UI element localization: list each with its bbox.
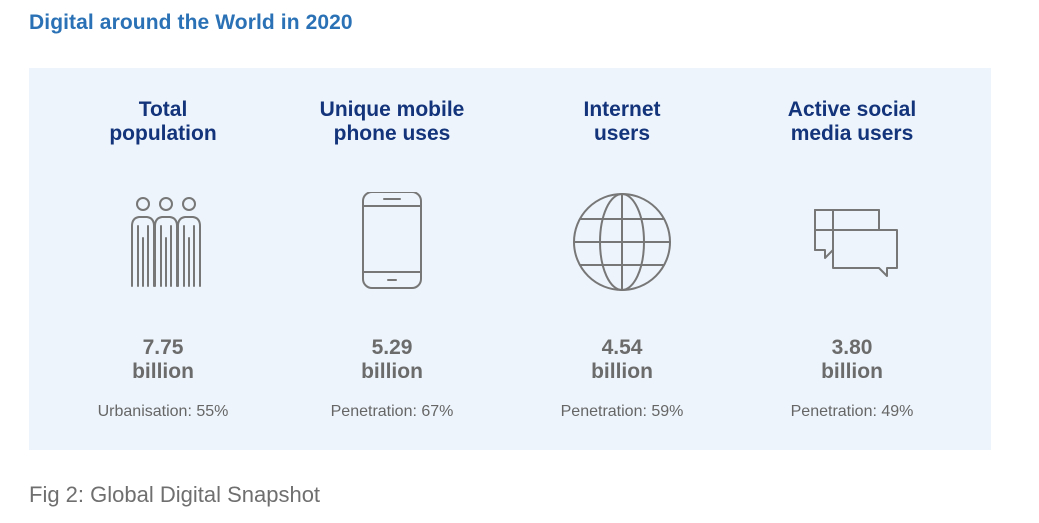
stat-unit: billion xyxy=(821,360,883,383)
stat-note: Penetration: 49% xyxy=(790,403,914,420)
stat-note: Penetration: 67% xyxy=(330,403,454,420)
stat-note: Penetration: 59% xyxy=(560,403,684,420)
stat-value: 5.29 xyxy=(371,336,413,359)
stat-value: 4.54 xyxy=(601,336,643,359)
chat-bubbles-icon xyxy=(797,192,907,292)
stat-total-population: Total population 7.75 billion xyxy=(48,68,278,450)
stat-unique-mobile-phone-uses: Unique mobile phone uses 5.29 billion Pe… xyxy=(277,68,507,450)
page-title: Digital around the World in 2020 xyxy=(29,11,353,34)
figure-caption: Fig 2: Global Digital Snapshot xyxy=(29,482,321,507)
stat-unit: billion xyxy=(591,360,653,383)
stat-label: Internet users xyxy=(583,98,661,145)
stat-label: Active social media users xyxy=(787,98,917,145)
stat-label: Total population xyxy=(109,98,217,145)
mobile-phone-icon xyxy=(337,192,447,292)
stat-label: Unique mobile phone uses xyxy=(319,98,465,145)
stat-value: 3.80 xyxy=(831,336,873,359)
globe-icon xyxy=(567,192,677,292)
stat-active-social-media-users: Active social media users 3.80 billion P… xyxy=(737,68,967,450)
stat-internet-users: Internet users 4.54 billion Penetration:… xyxy=(507,68,737,450)
stat-unit: billion xyxy=(132,360,194,383)
people-icon xyxy=(108,192,218,292)
digital-snapshot-panel: Total population 7.75 billion xyxy=(29,68,991,450)
stat-note: Urbanisation: 55% xyxy=(97,403,229,420)
stat-unit: billion xyxy=(361,360,423,383)
stat-value: 7.75 xyxy=(142,336,184,359)
